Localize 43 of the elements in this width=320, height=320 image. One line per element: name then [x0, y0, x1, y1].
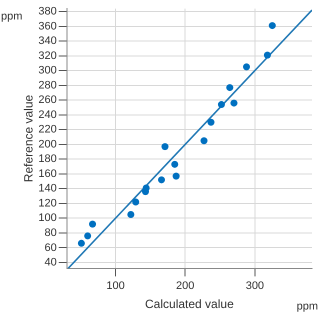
point	[207, 118, 214, 126]
y-tick-label: 260	[38, 94, 57, 106]
point	[161, 143, 168, 150]
point	[230, 100, 238, 107]
point	[200, 137, 208, 144]
y-tick-label: 40	[44, 256, 57, 269]
point	[218, 101, 225, 108]
y-tick-label: 160	[38, 168, 57, 180]
x-tick-label: 100	[106, 280, 125, 292]
point	[243, 63, 250, 70]
point	[127, 211, 134, 218]
point	[171, 160, 178, 168]
point	[226, 84, 234, 92]
y-tick-label: 180	[38, 153, 57, 166]
point	[78, 240, 85, 247]
x-tick-label: 200	[176, 280, 194, 292]
y-tick-label: 200	[38, 138, 57, 150]
x-axis-title: Calculated value	[145, 297, 234, 312]
point	[264, 52, 271, 59]
y-tick-label: 280	[38, 79, 57, 92]
point	[84, 232, 92, 240]
y-tick-label: 60	[44, 242, 57, 254]
point	[268, 22, 276, 30]
text: ppm	[296, 300, 318, 313]
point	[132, 198, 140, 206]
y-tick-label: 80	[44, 227, 57, 240]
y-tick-label: 240	[38, 108, 57, 121]
point	[158, 176, 166, 184]
y-tick-label: 340	[38, 35, 57, 48]
y-tick-label: 120	[38, 197, 57, 210]
y-tick-label: 380	[38, 6, 57, 18]
text: ppm	[1, 10, 22, 23]
y-tick-label: 300	[38, 64, 57, 77]
point	[172, 172, 180, 180]
y-tick-label: 220	[38, 124, 57, 136]
point	[89, 220, 96, 228]
y-tick-label: 100	[38, 212, 57, 224]
point	[142, 184, 150, 192]
y-tick-label: 140	[38, 182, 57, 195]
y-axis-title: Reference value	[22, 94, 36, 182]
y-tick-label: 360	[38, 20, 57, 32]
x-tick-label: 300	[246, 280, 264, 292]
y-tick-label: 320	[38, 50, 57, 62]
